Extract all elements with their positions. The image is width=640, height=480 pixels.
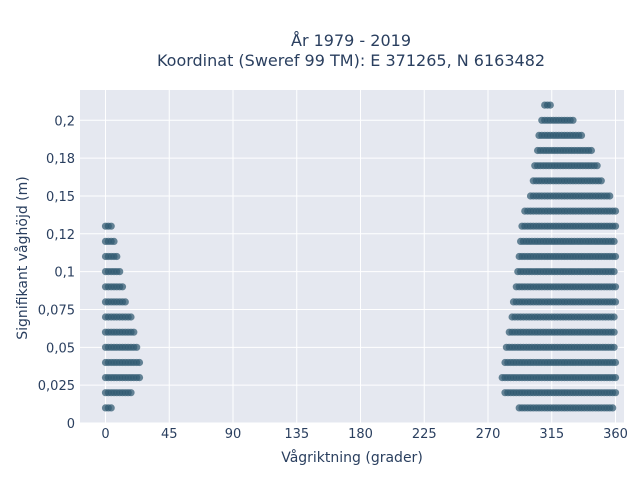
y-tick-label: 0,2 — [54, 114, 75, 129]
data-point — [127, 313, 135, 321]
data-point — [606, 192, 614, 200]
data-point — [611, 252, 620, 261]
data-point — [611, 389, 620, 397]
data-point — [121, 298, 129, 306]
data-point — [569, 116, 577, 124]
y-tick-label: 0 — [67, 417, 75, 432]
tick-labels: 0 45 90 135 180 225 270 315 360 0 0,025 0,05 0,075 0,… — [38, 114, 628, 442]
y-tick-label: 0,18 — [46, 152, 75, 167]
grid-lines — [80, 90, 624, 424]
data-point — [110, 237, 118, 245]
data-point — [610, 237, 618, 245]
y-axis-label: Signifikant våghöjd (m) — [14, 176, 31, 339]
data-point — [107, 222, 115, 230]
chart-title-line1: År 1979 - 2019 — [291, 31, 411, 50]
y-tick-label: 0,075 — [38, 303, 75, 318]
data-point — [593, 162, 601, 170]
x-tick-label: 360 — [603, 427, 628, 442]
x-tick-label: 135 — [284, 427, 309, 442]
y-tick-label: 0,12 — [46, 228, 75, 243]
data-point — [611, 207, 620, 215]
data-point — [611, 222, 620, 230]
x-tick-label: 90 — [225, 427, 242, 442]
data-point — [127, 389, 135, 397]
x-tick-label: 0 — [101, 427, 109, 442]
data-point — [118, 283, 127, 291]
y-tick-label: 0,025 — [38, 379, 75, 394]
data-point — [135, 374, 144, 382]
data-point — [107, 404, 115, 412]
data-point — [113, 252, 121, 261]
data-point — [597, 177, 605, 185]
data-point — [611, 283, 620, 291]
data-point — [610, 328, 618, 336]
y-tick-label: 0,05 — [46, 341, 75, 356]
data-point — [116, 268, 124, 276]
data-point — [546, 101, 554, 109]
data-point — [587, 146, 596, 155]
x-tick-label: 315 — [539, 427, 564, 442]
data-point — [611, 358, 620, 367]
data-point — [610, 343, 618, 351]
x-tick-label: 225 — [412, 427, 437, 442]
data-point — [135, 358, 144, 367]
data-point — [577, 131, 586, 139]
data-point — [609, 404, 617, 412]
data-point — [611, 298, 620, 306]
y-tick-label: 0,15 — [46, 190, 75, 205]
data-point — [133, 343, 141, 351]
data-point — [610, 313, 618, 321]
data-point — [611, 374, 620, 382]
chart-title-line2: Koordinat (Sweref 99 TM): E 371265, N 61… — [157, 51, 545, 70]
x-tick-label: 45 — [161, 427, 178, 442]
x-axis-label: Vågriktning (grader) — [281, 449, 423, 466]
data-points — [101, 101, 620, 412]
x-tick-label: 270 — [476, 427, 501, 442]
data-point — [130, 328, 138, 336]
y-tick-label: 0,1 — [54, 266, 75, 281]
x-tick-label: 180 — [348, 427, 373, 442]
data-point — [610, 268, 618, 276]
